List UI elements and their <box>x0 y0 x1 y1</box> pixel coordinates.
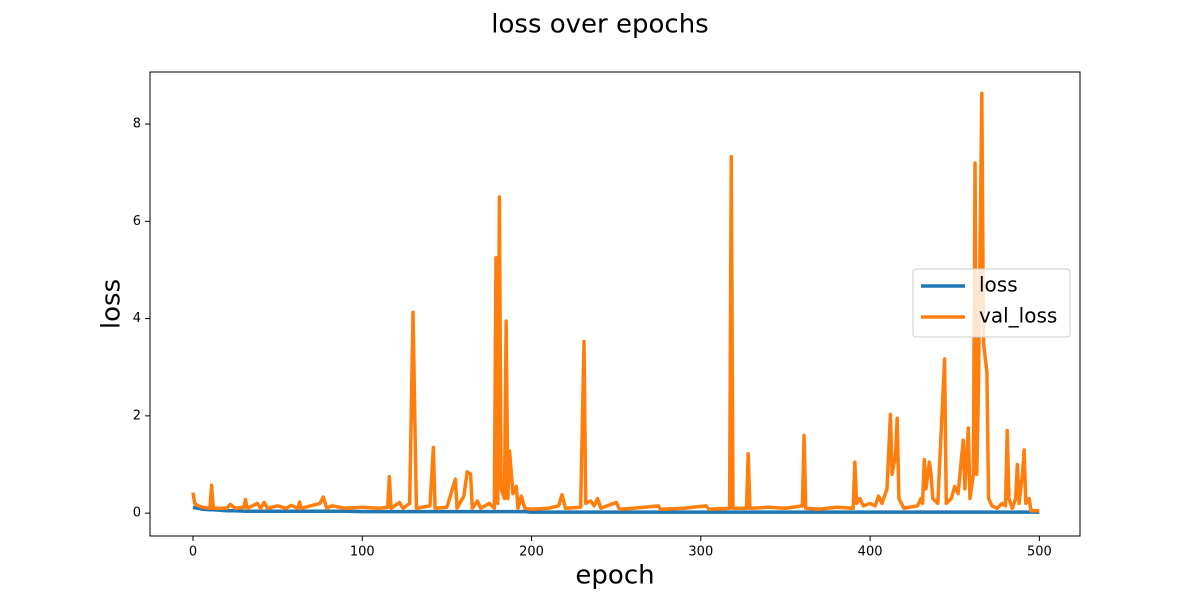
x-tick-label: 400 <box>858 545 883 560</box>
x-tick-label: 100 <box>350 545 375 560</box>
x-axis-label: epoch <box>575 561 654 591</box>
series-line <box>191 91 1040 513</box>
plot-frame <box>149 71 1081 537</box>
legend-label: val_loss <box>979 304 1057 328</box>
y-tick-label: 8 <box>133 117 141 132</box>
x-tick-label: 500 <box>1027 545 1052 560</box>
x-tick-label: 300 <box>688 545 713 560</box>
series-line <box>192 505 1040 514</box>
y-tick-label: 2 <box>133 408 141 423</box>
legend-label: loss <box>979 273 1018 297</box>
y-tick-label: 4 <box>133 311 141 326</box>
x-tick-label: 200 <box>519 545 544 560</box>
y-tick-label: 0 <box>133 506 141 521</box>
y-axis-label: loss <box>97 279 127 329</box>
x-tick-label: 0 <box>189 545 197 560</box>
y-tick-label: 6 <box>133 214 141 229</box>
chart-title: loss over epochs <box>491 10 708 40</box>
